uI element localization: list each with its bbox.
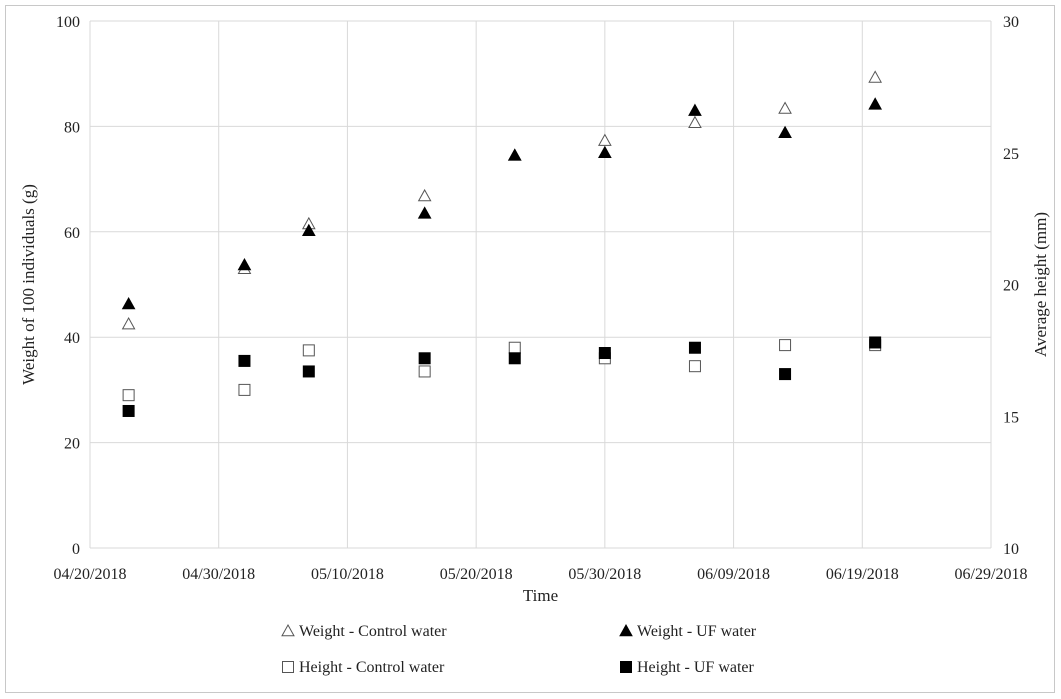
legend: Weight - Control water Weight - UF water H… xyxy=(281,623,757,676)
data-point xyxy=(778,101,792,114)
legend-label: Height - UF water xyxy=(637,659,755,676)
data-point xyxy=(507,148,522,161)
x-tick-label: 06/19/2018 xyxy=(826,566,899,583)
legend-label: Weight - UF water xyxy=(637,623,757,640)
y2-axis-title: Average height (mm) xyxy=(1031,212,1050,357)
legend-item: Height - Control water xyxy=(282,659,445,676)
y-tick-label: 60 xyxy=(64,225,80,242)
data-point xyxy=(688,341,701,354)
data-point xyxy=(121,316,136,330)
scatter-chart: 0 20 40 60 80 100 04/20/2018 04/30/2018 05/10/20… xyxy=(19,14,1050,676)
data-point xyxy=(122,389,135,402)
data-point xyxy=(779,339,792,352)
legend-item: Height - UF water xyxy=(620,659,755,676)
data-point xyxy=(237,257,252,271)
data-point xyxy=(778,125,792,139)
data-point xyxy=(121,296,136,310)
legend-marker xyxy=(282,661,294,673)
series-weight-uf-water xyxy=(121,97,883,310)
legend-label: Height - Control water xyxy=(299,659,445,676)
x-tick-label: 06/09/2018 xyxy=(697,566,770,583)
data-point xyxy=(868,70,883,83)
chart-frame: 0 20 40 60 80 100 04/20/2018 04/30/2018 05/10/20… xyxy=(5,5,1055,693)
data-point xyxy=(868,97,883,110)
y2-tick-label: 25 xyxy=(1003,146,1019,163)
x-tick-label: 06/29/2018 xyxy=(955,566,1028,583)
data-point xyxy=(302,344,315,357)
data-point xyxy=(238,354,251,367)
y-tick-label: 100 xyxy=(56,14,80,31)
data-point xyxy=(238,383,251,396)
series-height-control-water xyxy=(122,339,882,402)
data-point xyxy=(417,188,432,202)
data-point xyxy=(688,115,702,129)
legend-marker xyxy=(619,623,633,637)
data-point xyxy=(598,145,612,159)
legend-item: Weight - UF water xyxy=(619,623,757,640)
y2-tick-label: 10 xyxy=(1003,541,1019,558)
data-marks xyxy=(121,70,883,417)
data-point xyxy=(417,206,432,219)
data-point xyxy=(302,365,315,378)
legend-item: Weight - Control water xyxy=(281,623,447,640)
data-point xyxy=(418,352,431,365)
y2-tick-label: 20 xyxy=(1003,278,1019,295)
data-point xyxy=(779,368,792,381)
x-tick-label: 04/30/2018 xyxy=(182,566,255,583)
data-point xyxy=(301,223,316,237)
data-point xyxy=(598,133,612,146)
data-point xyxy=(688,103,702,116)
y2-tick-label: 15 xyxy=(1003,409,1019,426)
data-point xyxy=(598,347,611,360)
y-tick-label: 20 xyxy=(64,436,80,453)
data-point xyxy=(508,341,521,354)
y-axis-title: Weight of 100 individuals (g) xyxy=(19,184,38,385)
data-point xyxy=(418,365,431,378)
data-point xyxy=(869,336,882,349)
x-axis-title: Time xyxy=(523,586,558,605)
x-tick-label: 05/30/2018 xyxy=(568,566,641,583)
x-tick-label: 05/20/2018 xyxy=(440,566,513,583)
y2-tick-label: 30 xyxy=(1003,14,1019,31)
series-height-uf-water xyxy=(122,336,882,417)
y-tick-label: 0 xyxy=(72,541,80,558)
axes: 0 20 40 60 80 100 04/20/2018 04/30/2018 05/10/20… xyxy=(54,14,1028,583)
legend-marker xyxy=(620,661,632,673)
legend-label: Weight - Control water xyxy=(299,623,447,640)
x-tick-label: 05/10/2018 xyxy=(311,566,384,583)
data-point xyxy=(688,360,701,373)
y-tick-label: 40 xyxy=(64,330,80,347)
y-tick-label: 80 xyxy=(64,119,80,136)
legend-marker xyxy=(281,623,295,637)
data-point xyxy=(508,352,521,365)
series-weight-control-water xyxy=(121,70,883,330)
data-point xyxy=(122,404,135,417)
x-tick-label: 04/20/2018 xyxy=(54,566,127,583)
grid xyxy=(89,20,992,549)
